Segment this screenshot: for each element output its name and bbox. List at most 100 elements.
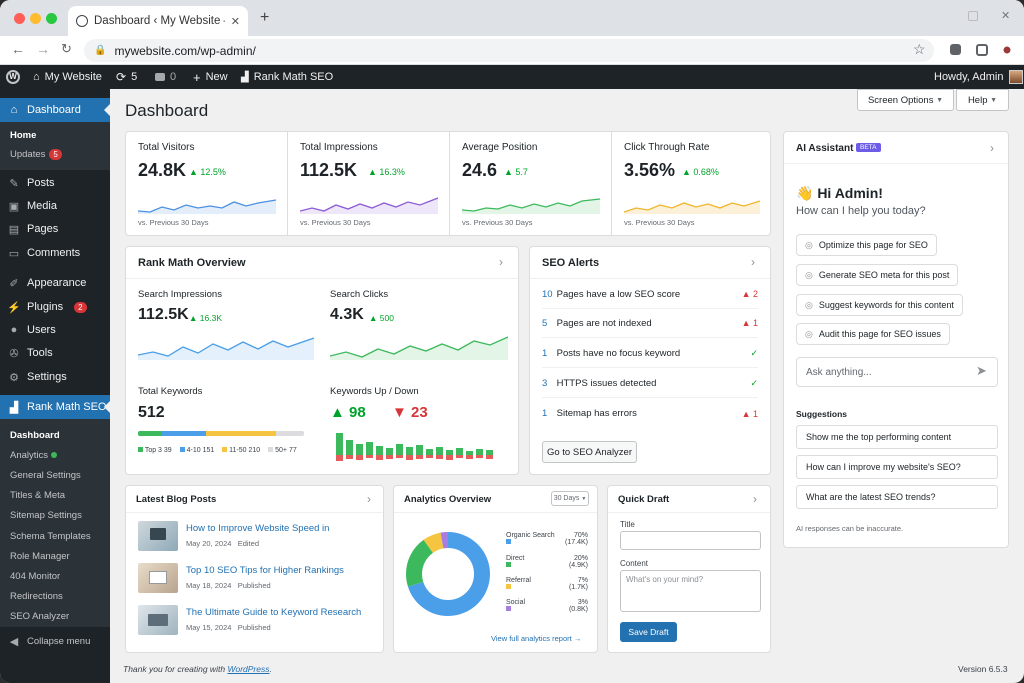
draft-content-textarea[interactable]: What's on your mind?: [620, 570, 761, 612]
browser-tab[interactable]: Dashboard ‹ My Website — WordPress ✕: [68, 6, 248, 36]
admin-bar-rankmath[interactable]: ▟ Rank Math SEO: [241, 65, 333, 89]
admin-bar-updates[interactable]: ⟳ 5: [116, 65, 137, 89]
close-tab-icon[interactable]: ✕: [230, 15, 240, 28]
rm-submenu-sitemap[interactable]: Sitemap Settings: [10, 510, 82, 521]
action-suggest-keywords-button[interactable]: ◎ Suggest keywords for this content: [796, 294, 963, 316]
action-label: Audit this page for SEO issues: [818, 329, 941, 339]
url-text: mywebsite.com/wp-admin/: [114, 43, 256, 58]
save-draft-button[interactable]: Save Draft: [620, 622, 677, 642]
admin-bar-site[interactable]: ⌂ My Website: [33, 65, 102, 89]
post-title[interactable]: How to Improve Website Speed in: [186, 523, 330, 534]
minimize-window-button[interactable]: [30, 13, 41, 24]
rm-submenu-analytics[interactable]: Analytics: [10, 450, 57, 461]
rm-submenu-seo-analyzer[interactable]: SEO Analyzer: [10, 611, 70, 622]
action-optimize-button[interactable]: ◎ Optimize this page for SEO: [796, 234, 937, 256]
assistant-input[interactable]: Ask anything...: [796, 357, 998, 387]
rm-submenu-redirections[interactable]: Redirections: [10, 591, 63, 602]
address-bar[interactable]: 🔒 mywebsite.com/wp-admin/: [84, 39, 934, 62]
alert-row[interactable]: 1 Sitemap has errors ▲ 1: [542, 399, 758, 428]
rm-submenu-general-settings[interactable]: General Settings: [10, 470, 81, 481]
go-to-seo-analyzer-button[interactable]: Go to SEO Analyzer: [542, 441, 637, 463]
wordpress-link[interactable]: WordPress: [227, 664, 270, 674]
chevron-right-icon[interactable]: ›: [367, 492, 371, 506]
up-bar: [336, 433, 343, 455]
keywords-legend: Top 3 39 4-10 151 11-50 210 50+ 77: [138, 447, 310, 454]
sidebar-item-settings[interactable]: ⚙ Settings: [0, 365, 110, 389]
send-icon[interactable]: ➤: [976, 363, 987, 378]
sidebar-item-posts[interactable]: ✎ Posts: [0, 171, 110, 195]
post-item[interactable]: How to Improve Website Speed in May 20, …: [138, 521, 378, 553]
view-full-report-link[interactable]: View full analytics report →: [491, 634, 582, 643]
chevron-right-icon[interactable]: ›: [751, 255, 755, 269]
down-bar: [356, 455, 363, 460]
alert-row[interactable]: 1 Posts have no focus keyword ✓: [542, 339, 758, 368]
help-button[interactable]: Help ▼: [956, 89, 1009, 111]
collapse-menu-button[interactable]: ◀ Collapse menu: [0, 629, 110, 653]
card-title: SEO Alerts: [542, 257, 600, 269]
new-tab-icon[interactable]: +: [260, 9, 270, 26]
reload-icon[interactable]: ↻: [61, 41, 72, 56]
action-audit-button[interactable]: ◎ Audit this page for SEO issues: [796, 323, 950, 345]
assistant-greeting: 👋 Hi Admin!: [796, 185, 883, 201]
chevron-right-icon[interactable]: ›: [753, 492, 757, 506]
sidebar-item-plugins[interactable]: ⚡ Plugins 2: [0, 295, 110, 319]
chevron-right-icon[interactable]: ›: [990, 141, 994, 155]
admin-bar-account[interactable]: Howdy, Admin: [934, 65, 1023, 89]
sidebar-item-users[interactable]: ● Users: [0, 318, 110, 342]
suggestion-item[interactable]: How can I improve my website's SEO?: [796, 455, 998, 479]
collapse-icon: ◀: [9, 635, 19, 648]
profile-icon[interactable]: [976, 44, 988, 56]
sidebar-item-appearance[interactable]: ✐ Appearance: [0, 271, 110, 295]
sidebar-item-pages[interactable]: ▤ Pages: [0, 217, 110, 241]
kw-bar-top3: [138, 431, 162, 436]
rm-submenu-titles-meta[interactable]: Titles & Meta: [10, 490, 66, 501]
window-close-icon[interactable]: ✕: [1001, 10, 1011, 22]
up-bar: [436, 447, 443, 455]
maximize-window-button[interactable]: [46, 13, 57, 24]
sidebar-item-media[interactable]: ▣ Media: [0, 194, 110, 218]
admin-bar-new[interactable]: + New: [193, 65, 228, 89]
down-bar: [336, 455, 343, 461]
wordpress-logo-icon[interactable]: W: [6, 65, 20, 89]
submenu-updates[interactable]: Updates 5: [10, 149, 62, 160]
menu-icon[interactable]: [1003, 43, 1011, 57]
post-title[interactable]: Top 10 SEO Tips for Higher Rankings: [186, 565, 344, 576]
date-range-select[interactable]: 30 Days ▼: [551, 491, 589, 506]
rm-submenu-schema[interactable]: Schema Templates: [10, 531, 91, 542]
alert-row[interactable]: 5 Pages are not indexed ▲ 1: [542, 309, 758, 338]
extension-icon[interactable]: [950, 44, 961, 55]
sidebar-item-tools[interactable]: ✇ Tools: [0, 341, 110, 365]
close-window-button[interactable]: [14, 13, 25, 24]
post-item[interactable]: Top 10 SEO Tips for Higher Rankings May …: [138, 563, 378, 595]
up-bar: [376, 446, 383, 455]
suggestion-item[interactable]: Show me the top performing content: [796, 425, 998, 449]
rm-submenu-dashboard[interactable]: Dashboard: [10, 430, 60, 441]
date-range-label: 30 Days: [553, 495, 580, 502]
rm-submenu-404-monitor[interactable]: 404 Monitor: [10, 571, 61, 582]
screen-options-button[interactable]: Screen Options ▼: [857, 89, 954, 111]
suggestion-item[interactable]: What are the latest SEO trends?: [796, 485, 998, 509]
updates-badge: 5: [49, 149, 62, 160]
post-title[interactable]: The Ultimate Guide to Keyword Research: [186, 607, 362, 618]
forward-icon[interactable]: →: [36, 41, 50, 57]
bookmark-star-icon[interactable]: ☆: [913, 41, 926, 57]
admin-bar-comments[interactable]: 0: [155, 65, 176, 89]
chevron-right-icon[interactable]: ›: [499, 255, 503, 269]
alert-row[interactable]: 3 HTTPS issues detected ✓: [542, 369, 758, 398]
admin-sidebar: ⌂ Dashboard Home Updates 5 ✎ Posts ▣ Medi…: [0, 89, 110, 683]
window-restore-icon[interactable]: [968, 11, 978, 21]
submenu-home[interactable]: Home: [10, 130, 37, 141]
sidebar-item-dashboard[interactable]: ⌂ Dashboard: [0, 98, 110, 122]
draft-title-input[interactable]: [620, 531, 761, 550]
site-info-icon[interactable]: 🔒: [94, 45, 107, 56]
chart-icon: [149, 571, 167, 584]
rm-submenu-role-manager[interactable]: Role Manager: [10, 551, 70, 562]
post-item[interactable]: The Ultimate Guide to Keyword Research M…: [138, 605, 378, 637]
alert-row[interactable]: 10 Pages have a low SEO score ▲ 2: [542, 280, 758, 309]
browser-tabbar: Dashboard ‹ My Website — WordPress ✕ + ✕: [0, 0, 1024, 36]
back-icon[interactable]: ←: [11, 41, 25, 57]
action-generate-meta-button[interactable]: ◎ Generate SEO meta for this post: [796, 264, 959, 286]
sidebar-item-comments[interactable]: ▭ Comments: [0, 241, 110, 265]
sidebar-item-rankmath[interactable]: ▟ Rank Math SEO: [0, 395, 110, 419]
chevron-down-icon: ▼: [581, 495, 587, 502]
